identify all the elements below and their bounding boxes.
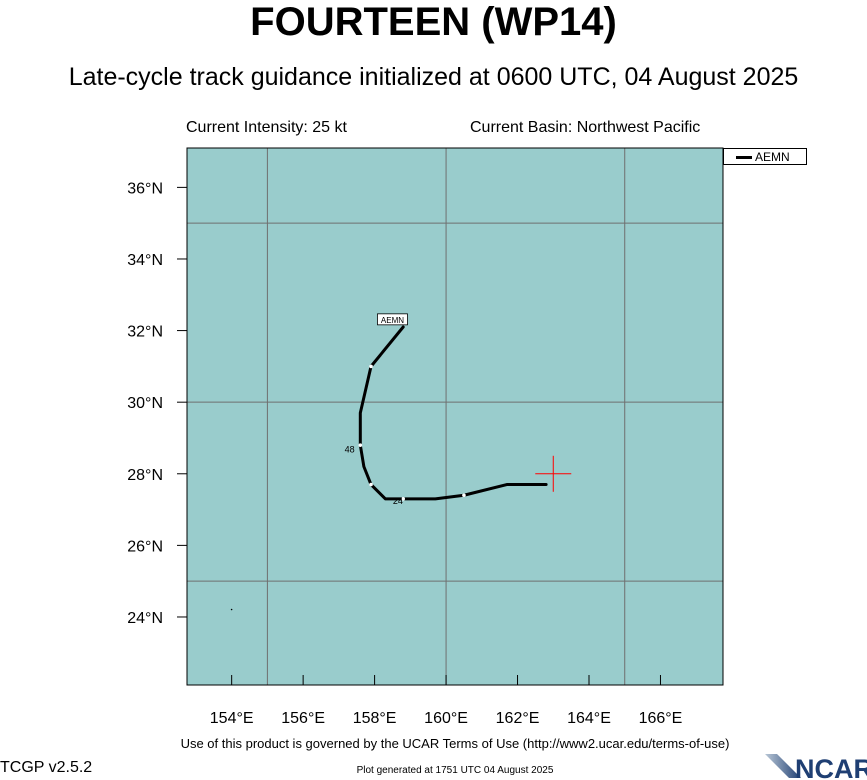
map-background — [187, 148, 723, 685]
forecast-hour-label: 24 — [393, 496, 403, 506]
lon-tick-label: 158°E — [353, 710, 397, 727]
track-marker — [369, 364, 373, 369]
lon-tick-label: 156°E — [281, 710, 325, 727]
lon-tick-label: 160°E — [424, 710, 468, 727]
current-basin: Current Basin: Northwest Pacific — [470, 119, 701, 136]
legend-label-aemn: AEMN — [755, 150, 790, 164]
lon-tick-label: 162°E — [496, 710, 540, 727]
track-line-aemn — [358, 325, 548, 501]
track-marker — [358, 443, 363, 447]
plot-generated-time: Plot generated at 1751 UTC 04 August 202… — [356, 765, 554, 776]
lon-tick-label: 154°E — [210, 710, 254, 727]
chart-subtitle: Late-cycle track guidance initialized at… — [68, 63, 799, 91]
lon-tick-label: 166°E — [639, 710, 683, 727]
version-label: TCGP v2.5.2 — [0, 759, 93, 776]
lat-tick-label: 28°N — [127, 467, 163, 484]
current-intensity: Current Intensity: 25 kt — [186, 119, 347, 136]
chart-title: FOURTEEN (WP14) — [250, 0, 617, 44]
lat-tick-label: 24°N — [127, 610, 163, 627]
svg-text:NCAR: NCAR — [795, 754, 867, 780]
track-marker — [369, 482, 373, 487]
track-end-label-box — [377, 313, 408, 326]
axis-ticks: 154°E 156°E 158°E 160°E 162°E 164°E 166°E 24°N 2… — [127, 180, 682, 727]
lat-tick-label: 30°N — [127, 395, 163, 412]
ncar-logo: NCAR — [765, 754, 867, 780]
lat-tick-label: 32°N — [127, 324, 163, 341]
lon-tick-label: 164°E — [567, 710, 611, 727]
lat-tick-label: 34°N — [127, 252, 163, 269]
current-position-marker — [535, 455, 572, 492]
lat-tick-label: 26°N — [127, 538, 163, 555]
forecast-track-layer: 24 48 AEMN — [345, 313, 548, 506]
map-speck — [230, 608, 233, 611]
track-end-label: AEMN — [381, 316, 404, 325]
terms-of-use: Use of this product is governed by the U… — [180, 736, 730, 751]
legend: AEMN — [723, 148, 807, 165]
lat-tick-label: 36°N — [127, 180, 163, 197]
forecast-hour-label: 48 — [345, 444, 355, 454]
track-marker — [401, 497, 405, 501]
track-marker — [462, 493, 466, 498]
map-gridlines — [187, 148, 723, 685]
map-frame — [186, 147, 724, 686]
legend-swatch-aemn — [736, 156, 752, 159]
